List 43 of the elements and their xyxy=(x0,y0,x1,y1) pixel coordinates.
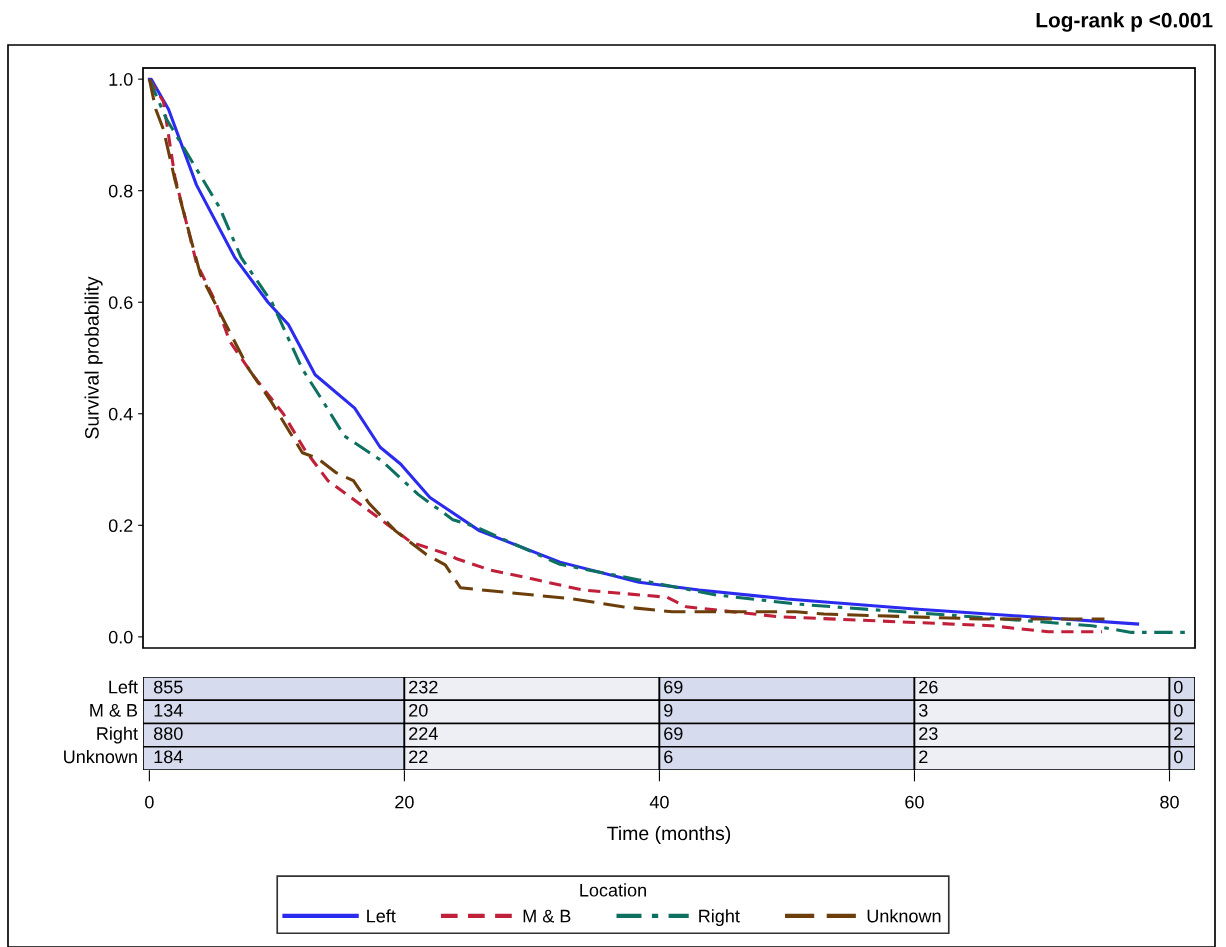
text: 69 xyxy=(664,680,683,694)
text: 184 xyxy=(154,750,183,764)
y-tick-label: 0.2 xyxy=(108,519,133,533)
y-tick-label: 0.0 xyxy=(108,630,133,644)
legend-label: Left xyxy=(367,909,396,923)
y-tick-label: 0.8 xyxy=(108,184,133,198)
category-label: M & B xyxy=(90,704,138,717)
legend-title: Location xyxy=(580,883,646,897)
text: 224 xyxy=(409,727,438,740)
text: 232 xyxy=(409,680,438,694)
text: 22 xyxy=(409,750,428,764)
y-tick-label: 1.0 xyxy=(109,73,133,86)
category-label: Unknown xyxy=(64,749,137,764)
y-tick-label: 0.6 xyxy=(108,296,133,309)
text: 20 xyxy=(409,703,428,717)
x-axis-title: Time (months) xyxy=(607,825,731,845)
text: 0 xyxy=(1174,750,1183,764)
text: 3 xyxy=(918,703,928,717)
legend-label: Right xyxy=(699,909,740,927)
x-tick-label: 80 xyxy=(1160,795,1179,809)
text: 2 xyxy=(919,750,928,764)
text: 134 xyxy=(154,703,183,717)
x-tick-label: 60 xyxy=(905,795,924,809)
text: 880 xyxy=(153,727,183,740)
text: 9 xyxy=(664,703,673,717)
legend-label: Unknown xyxy=(867,909,941,923)
text: Log-rank p <0.001 xyxy=(1036,12,1213,32)
legend-label: M & B xyxy=(523,909,571,923)
y-tick-label: 0.4 xyxy=(108,407,133,421)
text: 2 xyxy=(1174,727,1183,740)
x-tick-label: 40 xyxy=(649,795,669,809)
text: 855 xyxy=(153,680,183,694)
text: 23 xyxy=(919,727,938,740)
category-label: Left xyxy=(109,680,138,694)
y-axis-title: Survival probability xyxy=(84,276,103,439)
text: 69 xyxy=(664,727,683,740)
x-tick-label: 20 xyxy=(395,795,414,809)
text: 0 xyxy=(1174,703,1183,717)
text: 26 xyxy=(919,680,938,694)
x-tick-label: 0 xyxy=(145,795,154,809)
text: 0 xyxy=(1174,680,1183,694)
text: 6 xyxy=(664,750,673,764)
category-label: Right xyxy=(97,726,138,744)
